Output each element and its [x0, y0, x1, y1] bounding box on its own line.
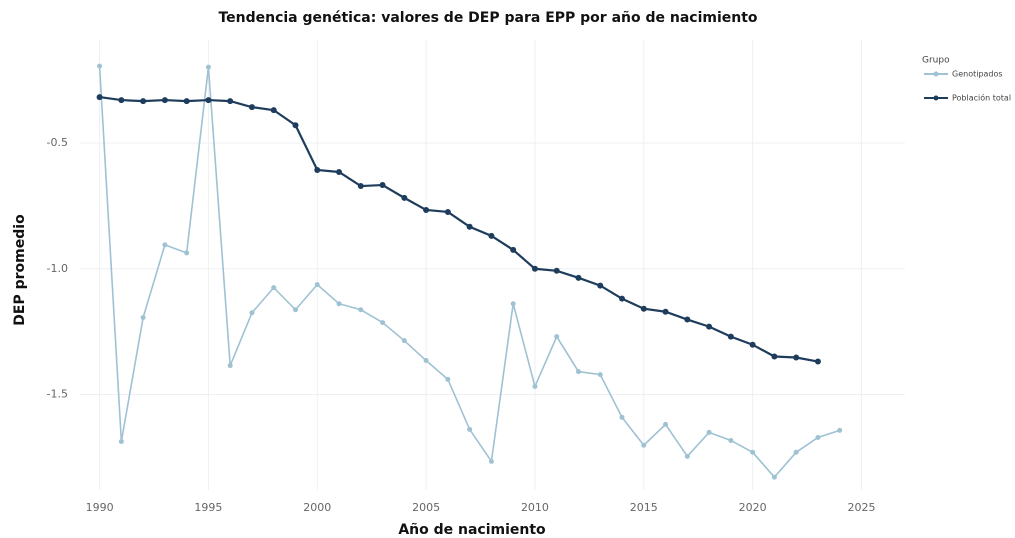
point — [466, 223, 473, 230]
point — [401, 194, 408, 201]
point — [814, 358, 821, 365]
point — [183, 98, 190, 105]
x-tick-label: 1995 — [194, 501, 222, 514]
series-line — [98, 66, 840, 479]
point — [184, 250, 190, 256]
point — [706, 323, 713, 330]
point — [575, 274, 582, 281]
point — [336, 301, 342, 307]
legend-swatch-point — [933, 71, 939, 77]
point — [488, 232, 495, 239]
point — [227, 98, 234, 105]
point — [815, 434, 821, 440]
y-axis-label: DEP promedio — [12, 214, 28, 326]
point — [467, 426, 473, 432]
point — [640, 305, 647, 312]
point — [510, 301, 516, 307]
point — [706, 429, 712, 435]
y-tick-label: -0.5 — [47, 136, 68, 149]
point — [444, 208, 451, 215]
point — [575, 369, 581, 375]
x-tick-label: 2005 — [412, 501, 440, 514]
point — [314, 282, 320, 288]
point — [96, 94, 103, 101]
point — [749, 341, 756, 348]
point — [793, 449, 799, 455]
point — [293, 307, 299, 313]
point — [727, 333, 734, 340]
x-tick-label: 2000 — [303, 501, 331, 514]
point — [227, 363, 233, 369]
point — [771, 353, 778, 360]
legend-label: Genotipados — [952, 70, 1003, 79]
point — [358, 307, 364, 313]
point — [619, 295, 626, 302]
point — [248, 104, 255, 111]
point — [271, 285, 277, 291]
chart-title: Tendencia genética: valores de DEP para … — [218, 10, 757, 26]
x-tick-label: 2010 — [521, 501, 549, 514]
point — [423, 358, 429, 364]
point — [553, 267, 560, 274]
point — [205, 97, 212, 104]
point — [249, 310, 255, 316]
point — [728, 437, 734, 443]
point — [357, 183, 364, 190]
point — [379, 182, 386, 189]
point — [97, 63, 103, 69]
point — [619, 414, 625, 420]
point — [531, 265, 538, 272]
point — [488, 458, 494, 464]
point — [771, 474, 777, 480]
point — [161, 97, 168, 104]
point — [641, 442, 647, 448]
point — [118, 97, 125, 104]
point — [401, 338, 407, 344]
point — [445, 376, 451, 382]
point — [205, 64, 211, 70]
point — [597, 372, 603, 378]
point — [118, 438, 124, 444]
x-tick-label: 2015 — [630, 501, 658, 514]
legend-swatch-point — [933, 95, 939, 101]
series-line — [99, 95, 819, 363]
point — [684, 453, 690, 459]
point — [684, 316, 691, 323]
point — [380, 320, 386, 326]
point — [510, 246, 517, 253]
point — [532, 383, 538, 389]
point — [270, 107, 277, 114]
point — [162, 242, 168, 248]
x-tick-label: 2020 — [739, 501, 767, 514]
point — [750, 449, 756, 455]
x-axis-label: Año de nacimiento — [398, 522, 546, 538]
point — [314, 166, 321, 173]
point — [336, 168, 343, 175]
point — [597, 282, 604, 289]
legend-title: Grupo — [922, 56, 950, 66]
point — [423, 206, 430, 213]
legend-label: Población total — [952, 93, 1011, 103]
point — [140, 315, 146, 321]
x-tick-label: 1990 — [86, 501, 114, 514]
point — [793, 354, 800, 361]
point — [292, 122, 299, 129]
y-tick-label: -1.0 — [47, 262, 68, 275]
point — [662, 308, 669, 315]
y-tick-label: -1.5 — [47, 387, 68, 400]
point — [140, 98, 147, 105]
x-tick-label: 2025 — [847, 501, 875, 514]
point — [554, 334, 560, 340]
point — [663, 421, 669, 427]
point — [837, 427, 843, 433]
